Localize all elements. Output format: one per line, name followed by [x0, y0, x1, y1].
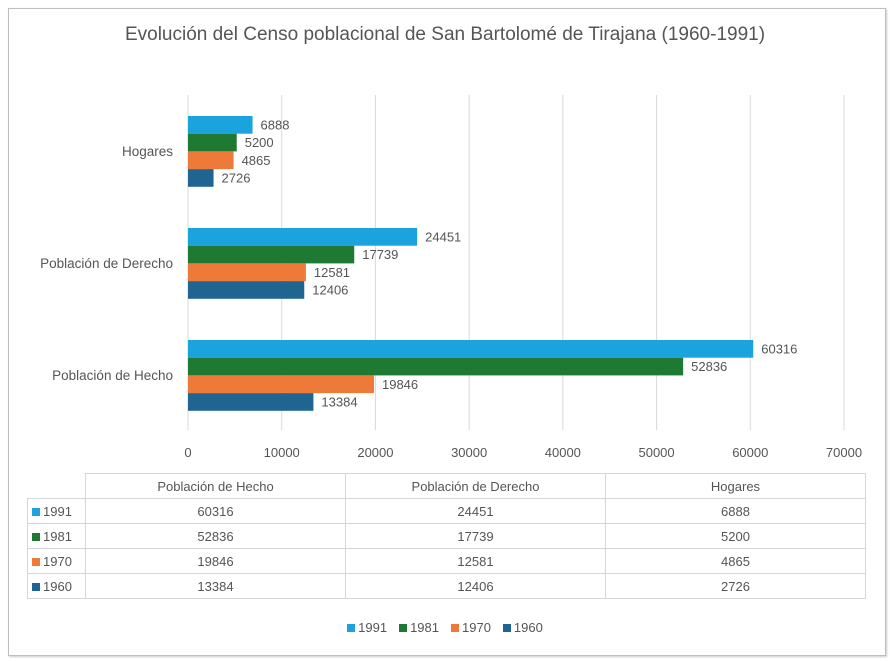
table-header: Hogares: [605, 473, 866, 499]
data-label: 5200: [245, 135, 274, 150]
table-row: 1960 13384 12406 2726: [27, 573, 866, 599]
bar-1991: [188, 116, 253, 134]
bar-1970: [188, 375, 374, 394]
data-label: 24451: [425, 230, 461, 245]
legend-item: 1981: [399, 620, 439, 635]
table-cell: 19846: [85, 548, 346, 574]
chart-title: Evolución del Censo poblacional de San B…: [124, 24, 766, 45]
data-label: 12406: [312, 283, 348, 298]
row-label: 1970: [27, 548, 86, 574]
table-cell: 24451: [345, 498, 606, 524]
table-cell: 13384: [85, 573, 346, 599]
table-header: Población de Derecho: [345, 473, 606, 499]
x-tick-label: 40000: [545, 445, 581, 460]
x-tick-label: 0: [184, 445, 191, 460]
x-tick-label: 10000: [264, 445, 300, 460]
plot-area: 0 10000 20000 30000 40000 50000 60000 70000 Hoga…: [40, 95, 862, 460]
category-label: Población de Hecho: [52, 368, 173, 383]
bar-1981: [188, 245, 355, 264]
table-cell: 6888: [605, 498, 866, 524]
legend-swatch-icon: [347, 624, 356, 632]
table-cell: 12581: [345, 548, 606, 574]
bar-1991: [188, 340, 754, 358]
category-label: Población de Derecho: [40, 256, 173, 271]
x-tick-label: 60000: [732, 445, 768, 460]
table-cell: 52836: [85, 523, 346, 549]
legend-key-icon: [32, 507, 40, 516]
table-cell: 2726: [605, 573, 866, 599]
legend-key-icon: [32, 557, 40, 566]
row-label: 1981: [27, 523, 86, 549]
table-cell: 60316: [85, 498, 346, 524]
row-label: 1991: [27, 498, 86, 524]
legend-swatch-icon: [399, 624, 408, 632]
bar-1960: [188, 281, 305, 299]
table-header-row: Población de Hecho Población de Derecho Ho…: [27, 473, 866, 499]
x-tick-label: 30000: [451, 445, 487, 460]
row-label: 1960: [27, 573, 86, 599]
table-row: 1991 60316 24451 6888: [27, 498, 866, 524]
x-tick-label: 70000: [826, 445, 862, 460]
bar-1960: [188, 393, 314, 411]
bar-1960: [188, 169, 214, 187]
category-label: Hogares: [122, 144, 173, 159]
data-label: 4865: [242, 153, 271, 168]
data-label: 60316: [761, 342, 797, 357]
table-cell: 12406: [345, 573, 606, 599]
legend-key-icon: [32, 532, 40, 541]
table-row: 1981 52836 17739 5200: [27, 523, 866, 549]
table-cell: 5200: [605, 523, 866, 549]
table-cell: 17739: [345, 523, 606, 549]
chart-frame: [8, 8, 886, 656]
bar-1981: [188, 133, 237, 152]
x-tick-label: 50000: [638, 445, 674, 460]
data-label: 12581: [314, 265, 350, 280]
table-corner: [27, 473, 86, 499]
bar-1970: [188, 263, 306, 282]
data-label: 19846: [382, 377, 418, 392]
data-label: 52836: [691, 359, 727, 374]
bar-1991: [188, 228, 418, 246]
data-label: 2726: [222, 171, 251, 186]
legend-swatch-icon: [451, 624, 459, 632]
legend-item: 1970: [451, 620, 491, 635]
data-table: Población de Hecho Población de Derecho Ho…: [27, 473, 866, 599]
table-cell: 4865: [605, 548, 866, 574]
table-row: 1970 19846 12581 4865: [27, 548, 866, 574]
data-label: 6888: [261, 118, 290, 133]
data-label: 17739: [362, 247, 398, 262]
legend-item: 1960: [502, 620, 543, 635]
legend-key-icon: [32, 582, 40, 591]
legend: 1991 1981 1970 1960: [0, 620, 890, 635]
data-label: 13384: [321, 395, 357, 410]
bar-1970: [188, 151, 234, 170]
legend-swatch-icon: [502, 624, 511, 632]
x-tick-label: 20000: [357, 445, 393, 460]
bar-1981: [188, 357, 684, 376]
legend-item: 1991: [347, 620, 387, 635]
table-header: Población de Hecho: [85, 473, 346, 499]
